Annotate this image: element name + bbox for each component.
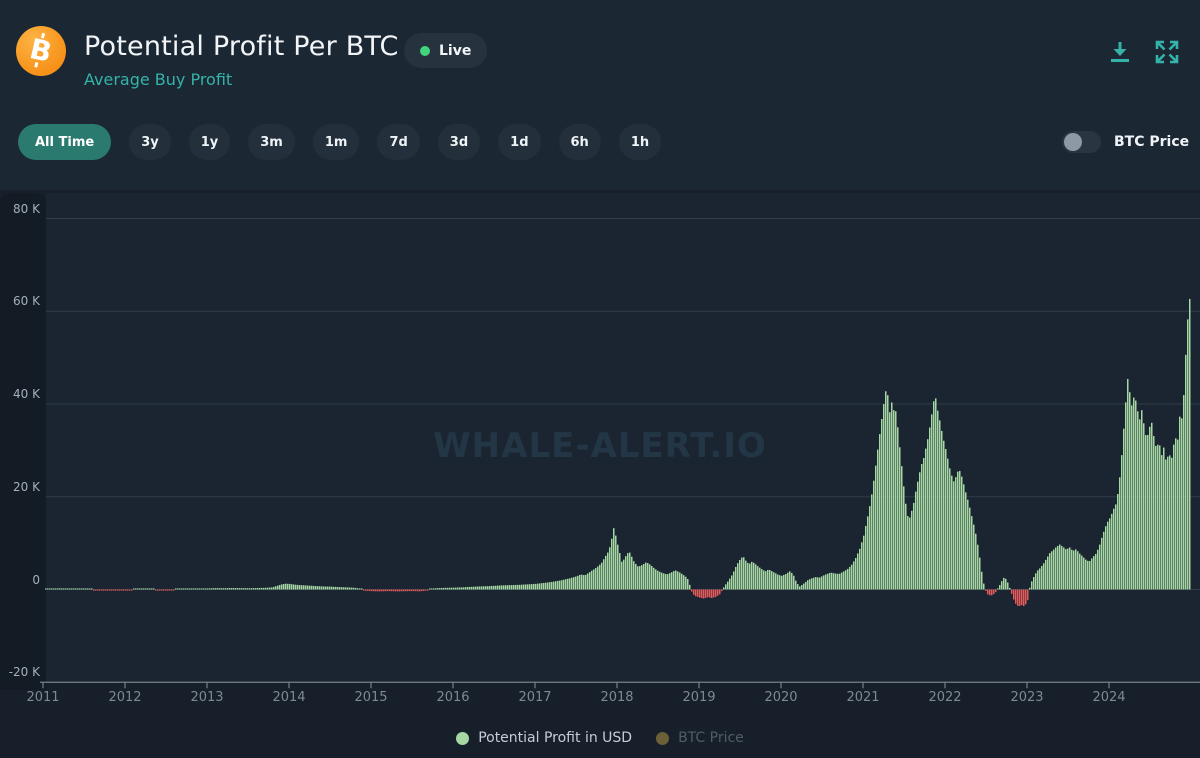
title-block: Potential Profit Per BTC Average Buy Pro… — [84, 31, 399, 89]
x-axis-label: 2012 — [108, 690, 142, 705]
toolbar: All Time 3y 1y 3m 1m 7d 3d 1d 6h 1h BTC … — [0, 124, 1200, 160]
btc-price-toggle-group: BTC Price — [1062, 131, 1189, 153]
btc-price-toggle[interactable] — [1062, 131, 1101, 153]
page-subtitle: Average Buy Profit — [84, 70, 233, 89]
live-label: Live — [439, 42, 472, 59]
x-axis-label: 2013 — [190, 690, 224, 705]
x-axis — [40, 681, 1200, 689]
download-button[interactable] — [1107, 39, 1133, 65]
page-title: Potential Profit Per BTC — [84, 31, 399, 62]
range-button-3d[interactable]: 3d — [437, 124, 481, 160]
legend-label-btc-price: BTC Price — [678, 730, 744, 746]
legend-label-profit: Potential Profit in USD — [478, 730, 633, 746]
live-dot-icon — [420, 45, 430, 56]
btc-legend-dot-icon — [656, 731, 670, 745]
chart-panel: WHALE-ALERT.IO 80 K 60 K 40 K 20 K 0 -20 K 20… — [0, 190, 1200, 758]
range-button-1d[interactable]: 1d — [498, 124, 541, 160]
x-axis-label: 2011 — [26, 690, 60, 705]
live-badge: Live — [404, 33, 488, 68]
toggle-knob[interactable] — [1064, 133, 1082, 151]
range-button-1m[interactable]: 1m — [312, 124, 360, 160]
time-range-group: All Time 3y 1y 3m 1m 7d 3d 1d 6h 1h — [18, 124, 662, 160]
x-axis-label: 2017 — [518, 690, 552, 705]
x-axis-label: 2014 — [272, 690, 306, 705]
plot-area[interactable] — [46, 193, 1200, 682]
range-button-1y[interactable]: 1y — [188, 124, 231, 160]
y-axis-label: 80 K — [13, 201, 40, 216]
x-axis-label: 2019 — [682, 690, 716, 705]
fullscreen-icon — [1155, 40, 1179, 64]
range-button-3m[interactable]: 3m — [248, 124, 295, 160]
x-axis-label: 2022 — [928, 690, 962, 705]
bitcoin-logo: B — [16, 26, 66, 76]
x-axis-label: 2021 — [846, 690, 880, 705]
legend-item-btc-price[interactable]: BTC Price — [656, 730, 744, 746]
y-axis-label: 40 K — [13, 387, 40, 401]
y-axis-label: -20 K — [8, 665, 40, 680]
y-axis-label: 0 — [32, 572, 40, 587]
download-icon — [1111, 42, 1129, 62]
bitcoin-icon: B — [27, 32, 56, 69]
x-axis-label: 2015 — [354, 690, 388, 705]
range-button-1h[interactable]: 1h — [618, 124, 662, 160]
y-axis-strip — [0, 193, 46, 690]
fullscreen-button[interactable] — [1154, 39, 1180, 65]
watermark: WHALE-ALERT.IO — [433, 426, 767, 466]
x-axis-label: 2024 — [1092, 690, 1126, 705]
y-axis-label: 60 K — [13, 294, 40, 309]
x-axis-label: 2020 — [764, 690, 798, 705]
legend-item-profit[interactable]: Potential Profit in USD — [456, 730, 632, 746]
range-button-all-time[interactable]: All Time — [18, 124, 112, 160]
legend: Potential Profit in USD BTC Price — [0, 730, 1200, 746]
btc-price-toggle-label: BTC Price — [1114, 134, 1190, 150]
range-button-3y[interactable]: 3y — [129, 124, 171, 160]
x-axis-label: 2018 — [600, 690, 634, 705]
header-actions — [1107, 39, 1180, 65]
profit-legend-dot-icon — [456, 731, 470, 745]
x-axis-label: 2023 — [1010, 690, 1044, 705]
range-button-7d[interactable]: 7d — [377, 124, 420, 160]
x-axis-label: 2016 — [436, 690, 470, 705]
y-axis-label: 20 K — [13, 479, 40, 494]
range-button-6h[interactable]: 6h — [558, 124, 601, 160]
